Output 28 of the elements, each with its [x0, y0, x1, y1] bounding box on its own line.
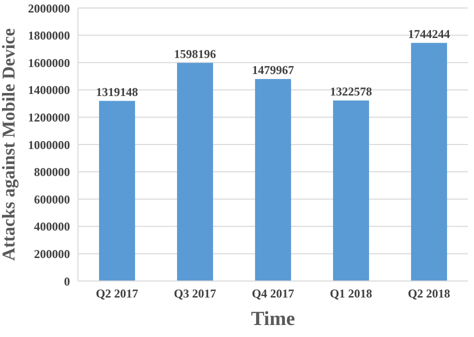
x-tick-label: Q2 2017: [96, 286, 138, 301]
data-label: 1319148: [96, 84, 138, 99]
y-tick-label: 200000: [34, 246, 70, 261]
y-tick-label: 0: [64, 274, 70, 288]
bar: [333, 100, 370, 281]
x-tick-label: Q1 2018: [330, 286, 372, 301]
bar: [411, 42, 448, 281]
y-tick-label: 1600000: [28, 56, 70, 70]
y-tick-label: 800000: [34, 165, 70, 180]
y-axis-title: Attacks against Mobile Device: [0, 28, 18, 261]
data-label: 1598196: [174, 46, 216, 61]
y-tick-label: 400000: [34, 220, 70, 234]
y-tick-label: 1200000: [28, 110, 70, 124]
bar: [177, 62, 214, 281]
data-label: 1322578: [330, 84, 372, 98]
y-tick-label: 1400000: [28, 83, 70, 98]
x-tick-label: Q3 2017: [174, 286, 216, 301]
y-tick-label: 1800000: [28, 28, 70, 43]
x-tick-label: Q2 2018: [408, 286, 450, 301]
y-tick-label: 2000000: [28, 1, 70, 16]
bar: [255, 78, 292, 281]
data-label: 1744244: [408, 26, 450, 41]
y-tick-label: 600000: [34, 192, 70, 206]
y-tick-label: 1000000: [28, 138, 70, 152]
bar: [99, 100, 136, 281]
x-tick-label: Q4 2017: [252, 286, 294, 301]
data-label: 1479967: [252, 62, 294, 77]
x-axis-title: Time: [250, 308, 296, 330]
